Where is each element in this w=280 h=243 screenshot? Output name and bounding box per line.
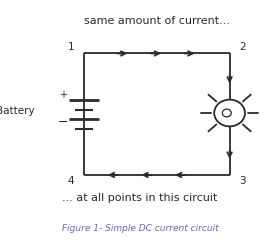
Text: ... at all points in this circuit: ... at all points in this circuit <box>62 193 218 203</box>
Text: same amount of current...: same amount of current... <box>84 16 230 26</box>
Text: Battery: Battery <box>0 105 35 116</box>
Text: 3: 3 <box>239 176 246 186</box>
Text: −: − <box>58 116 68 129</box>
Text: Figure 1- Simple DC current circuit: Figure 1- Simple DC current circuit <box>62 224 218 233</box>
Text: +: + <box>59 90 67 100</box>
Text: 1: 1 <box>67 42 74 52</box>
Text: 2: 2 <box>239 42 246 52</box>
Text: 4: 4 <box>67 176 74 186</box>
